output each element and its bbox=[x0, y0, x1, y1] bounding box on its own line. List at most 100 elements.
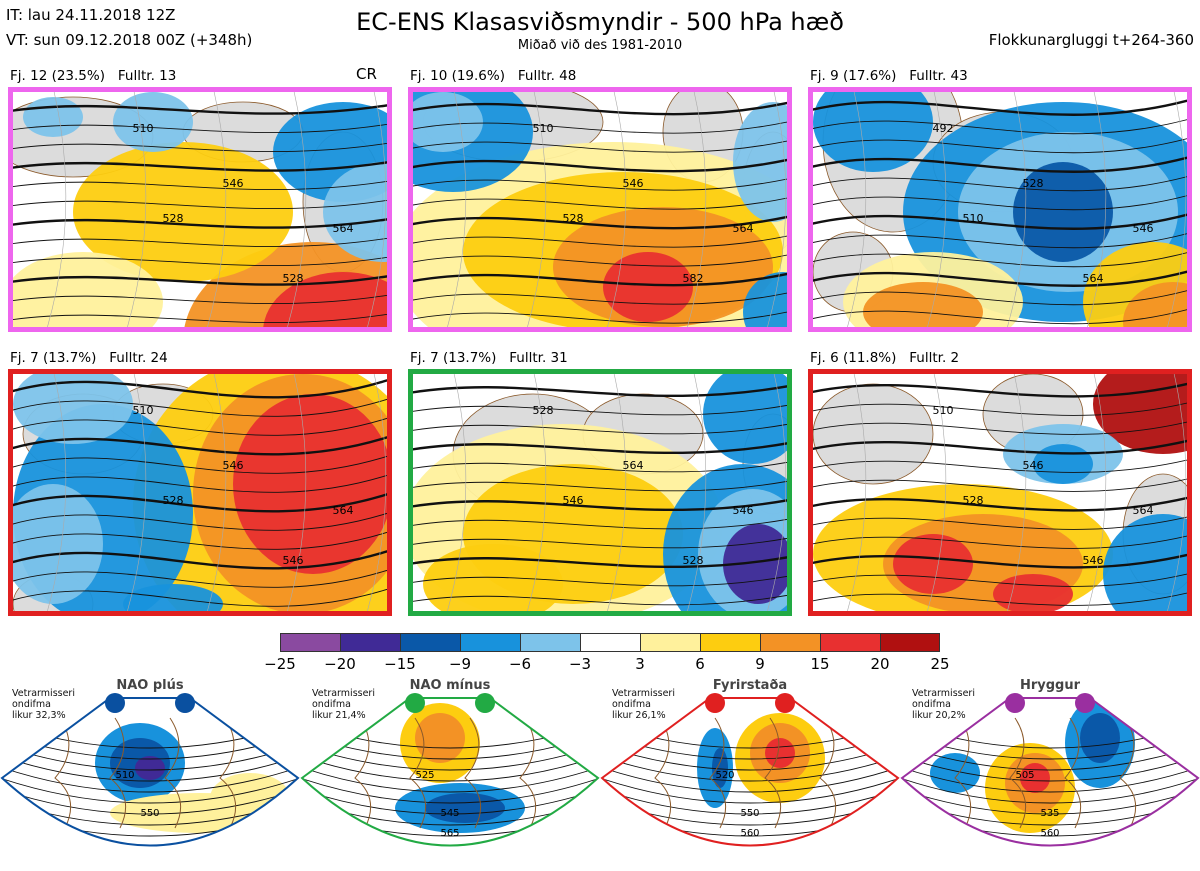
height-contour bbox=[813, 478, 1187, 492]
anomaly-area bbox=[723, 524, 787, 604]
regime-marker bbox=[705, 693, 725, 713]
height-contour bbox=[2, 755, 298, 782]
regime-marker bbox=[775, 693, 795, 713]
graticule-line bbox=[1007, 92, 1027, 327]
colorbar-tick: −3 bbox=[568, 655, 592, 673]
anomaly-area bbox=[73, 142, 293, 282]
contour-label: 564 bbox=[1083, 272, 1104, 285]
height-contour bbox=[13, 569, 387, 588]
coastline bbox=[409, 717, 427, 829]
height-contour bbox=[813, 233, 1187, 249]
graticule-line bbox=[47, 92, 67, 327]
page-title: EC-ENS Klasasviðsmyndir - 500 hPa hæð bbox=[356, 8, 844, 36]
anomaly-area bbox=[1020, 763, 1050, 793]
graticule-line bbox=[47, 374, 67, 611]
contour-label: 510 bbox=[133, 122, 154, 135]
colorbar-cell bbox=[280, 633, 340, 652]
regime-name: Hryggur bbox=[1019, 678, 1081, 693]
colorbar-cell bbox=[700, 633, 760, 652]
regime-marker bbox=[475, 693, 495, 713]
contour-label: 565 bbox=[440, 828, 459, 839]
height-contour bbox=[13, 455, 387, 474]
regime-marker bbox=[405, 693, 425, 713]
panel-label: Fj. 12 (23.5%) Fulltr. 13 bbox=[10, 68, 177, 84]
coastline bbox=[54, 717, 72, 829]
regime-probability: Vetrarmisseri ondifma likur 26,1% bbox=[612, 688, 675, 721]
regime-outline bbox=[900, 697, 1200, 847]
contour-label: 564 bbox=[733, 222, 754, 235]
regime-map: 510 550 bbox=[0, 693, 300, 847]
height-contour bbox=[13, 398, 387, 417]
coastline bbox=[1009, 717, 1027, 829]
colorbar-cell bbox=[400, 633, 460, 652]
anomaly-area bbox=[415, 713, 465, 763]
height-contour bbox=[302, 744, 598, 771]
regime-name: NAO mínus bbox=[409, 678, 491, 693]
anomaly-area bbox=[13, 252, 163, 327]
contour-label: 510 bbox=[133, 404, 154, 417]
colorbar-cell bbox=[520, 633, 580, 652]
regime-nao-minus: 525 545 565 NAO mínus Vetrarmisseri ondifma … bbox=[300, 678, 600, 871]
graticule-line bbox=[1087, 374, 1107, 611]
contour-label: 520 bbox=[715, 770, 734, 781]
graticule-line bbox=[927, 374, 947, 611]
colorbar-tick: −15 bbox=[384, 655, 416, 673]
anomaly-area bbox=[123, 584, 223, 611]
height-contour bbox=[2, 744, 298, 771]
height-contour bbox=[902, 788, 1198, 815]
colorbar-tick: 25 bbox=[930, 655, 950, 673]
regime-map: 525 545 565 bbox=[300, 693, 600, 847]
coastline bbox=[1064, 717, 1082, 829]
cluster-map: 510 528 546 564 546 bbox=[813, 374, 1187, 611]
contour-label: 546 bbox=[223, 459, 244, 472]
height-contour bbox=[813, 573, 1187, 587]
graticule-line bbox=[607, 374, 627, 611]
graticule-line bbox=[127, 92, 147, 327]
height-contour bbox=[13, 493, 387, 513]
cluster-map-panel: 492 510 528 546 564 bbox=[808, 87, 1192, 332]
height-contour bbox=[13, 123, 387, 134]
height-contour bbox=[813, 439, 1187, 455]
anomaly-area bbox=[603, 252, 693, 322]
contour-label: 528 bbox=[533, 404, 554, 417]
height-contour bbox=[413, 121, 787, 134]
regime-probability: Vetrarmisseri ondifma likur 21,4% bbox=[312, 688, 375, 721]
panel-label: Fj. 6 (11.8%) Fulltr. 2 bbox=[810, 350, 960, 366]
height-contour bbox=[413, 461, 787, 473]
height-contour bbox=[813, 516, 1187, 530]
regime-outline bbox=[0, 697, 300, 847]
height-contour bbox=[602, 777, 898, 804]
height-contour bbox=[13, 417, 387, 436]
height-contour bbox=[413, 254, 787, 267]
contour-label: 510 bbox=[115, 770, 134, 781]
height-contour bbox=[13, 161, 387, 172]
cr-label: CR bbox=[356, 65, 377, 83]
height-contour bbox=[902, 744, 1198, 771]
coastline bbox=[764, 717, 782, 829]
anomaly-area bbox=[23, 97, 83, 137]
graticule-line bbox=[607, 92, 627, 327]
graticule-line bbox=[1167, 374, 1187, 611]
contour-label: 545 bbox=[440, 808, 459, 819]
regime-outline bbox=[300, 697, 600, 847]
contour-label: 535 bbox=[1040, 808, 1059, 819]
coastline bbox=[164, 717, 182, 829]
regime-map: 520 550 560 bbox=[600, 693, 900, 847]
height-contour bbox=[902, 755, 1198, 782]
coastline bbox=[109, 717, 127, 829]
height-contour bbox=[13, 218, 387, 229]
height-contour bbox=[13, 588, 387, 607]
colorbar-cell bbox=[820, 633, 880, 652]
contour-label: 528 bbox=[163, 212, 184, 225]
graticule-line bbox=[847, 92, 867, 327]
graticule-line bbox=[367, 374, 387, 611]
height-contour bbox=[813, 99, 1187, 116]
colorbar-tick: 20 bbox=[870, 655, 890, 673]
height-contour bbox=[2, 777, 298, 804]
anomaly-area bbox=[765, 738, 795, 768]
height-contour bbox=[813, 382, 1187, 398]
height-contour bbox=[2, 788, 298, 815]
regime-marker bbox=[105, 693, 125, 713]
contour-label: 564 bbox=[333, 222, 354, 235]
height-contour bbox=[413, 197, 787, 210]
